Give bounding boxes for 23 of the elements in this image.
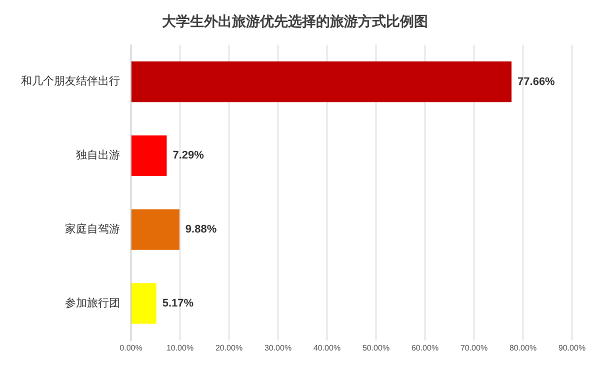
- y-tick-label: 和几个朋友结伴出行: [21, 74, 120, 88]
- y-tick-label: 参加旅行团: [65, 296, 120, 310]
- y-tick-label: 独自出游: [76, 148, 120, 162]
- bar: [132, 209, 180, 250]
- x-tick-label: 20.00%: [215, 343, 243, 352]
- chart-title: 大学生外出旅游优先选择的旅游方式比例图: [162, 13, 428, 30]
- x-tick-label: 40.00%: [313, 343, 341, 352]
- bar: [132, 283, 156, 324]
- y-tick-label: 家庭自驾游: [65, 222, 120, 236]
- x-tick-label: 80.00%: [509, 343, 537, 352]
- data-label: 77.66%: [518, 76, 556, 88]
- x-tick-label: 50.00%: [362, 343, 390, 352]
- x-tick-label: 90.00%: [558, 343, 586, 352]
- data-label: 5.17%: [162, 297, 194, 310]
- x-tick-label: 30.00%: [264, 343, 292, 352]
- data-label: 7.29%: [172, 150, 204, 162]
- bar: [132, 61, 512, 102]
- x-tick-label: 70.00%: [460, 343, 488, 352]
- x-tick-label: 0.00%: [120, 343, 142, 352]
- data-label: 9.88%: [185, 224, 217, 236]
- x-tick-label: 10.00%: [166, 343, 194, 352]
- x-tick-label: 60.00%: [411, 343, 439, 352]
- bar: [132, 135, 167, 176]
